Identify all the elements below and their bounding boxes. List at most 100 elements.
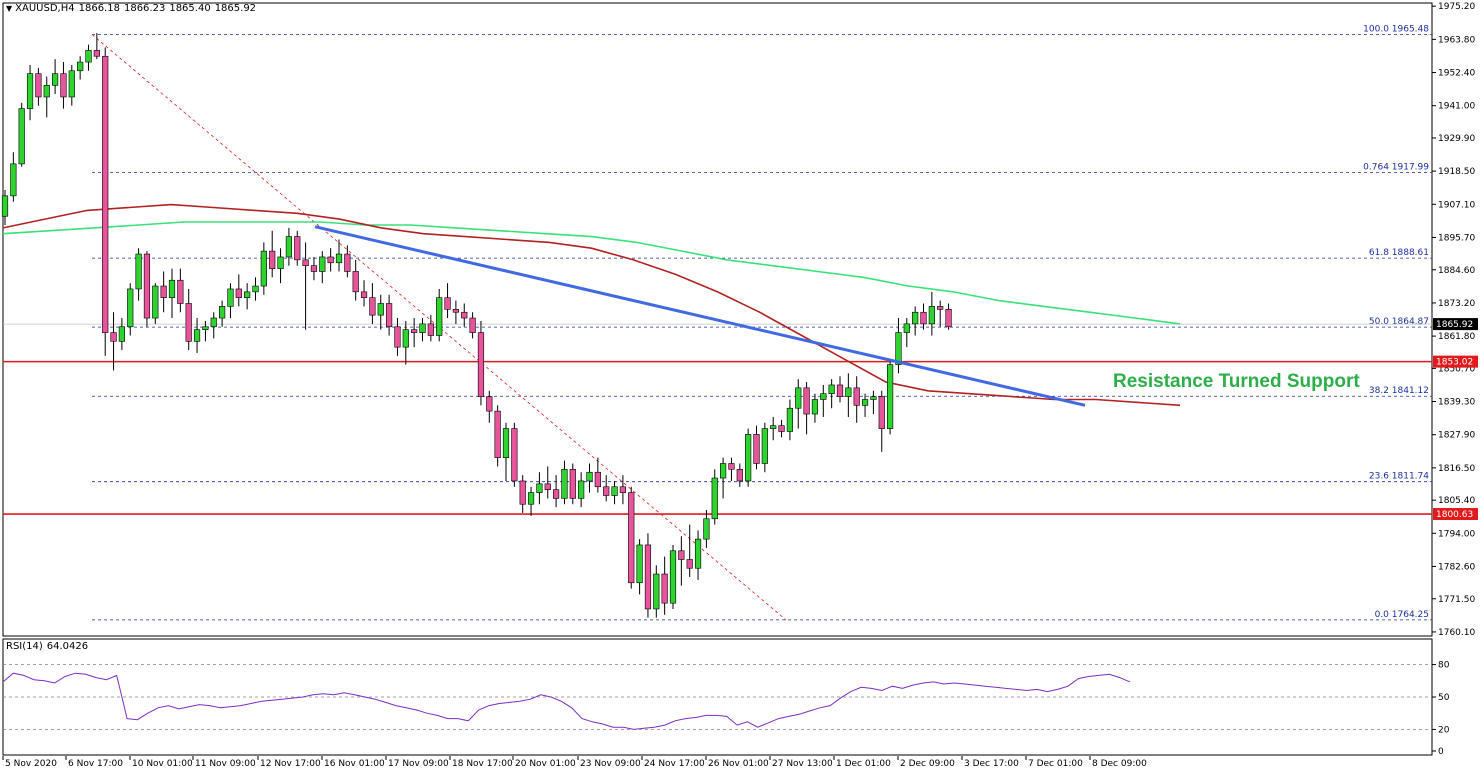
blue-trend-line	[314, 225, 1086, 407]
candle-body	[912, 311, 919, 325]
time-axis-label: 12 Nov 17:00	[260, 759, 321, 769]
time-axis-label: 16 Nov 01:00	[324, 759, 385, 769]
time-axis-label: 2 Dec 09:00	[900, 759, 955, 769]
horizontal-level-tag	[1433, 355, 1478, 368]
candle-body	[544, 483, 551, 490]
candle-body	[536, 483, 543, 493]
time-axis-label: 10 Nov 01:00	[132, 759, 193, 769]
candle-body	[244, 291, 251, 298]
fib-level-label: 38.2 1841.12	[1369, 386, 1429, 396]
collapse-triangle-icon[interactable]: ▼	[6, 4, 13, 13]
candle-body	[235, 288, 242, 298]
candle-body	[177, 279, 184, 304]
candle-body	[202, 326, 209, 330]
time-axis-label: 26 Nov 01:00	[708, 759, 769, 769]
candle-body	[269, 250, 276, 269]
fib-level-label: 23.6 1811.74	[1369, 472, 1429, 482]
candle-body	[845, 387, 852, 397]
candle-body	[394, 326, 401, 348]
fib-level-label: 100.0 1965.48	[1363, 24, 1429, 34]
candle-body	[619, 486, 626, 493]
candle-body	[219, 306, 226, 319]
price-axis-label: 1782.60	[1438, 562, 1475, 572]
candle-body	[928, 306, 935, 325]
time-axis-label: 5 Nov 2020	[5, 759, 57, 769]
candle-body	[694, 538, 702, 569]
price-axis-label: 1873.20	[1438, 299, 1475, 309]
fib-level-label: 50.0 1864.87	[1369, 317, 1429, 327]
price-axis-label: 1941.00	[1438, 102, 1475, 112]
symbol-header: ▼ XAUUSD,H4 1866.18 1866.23 1865.40 1865.92	[6, 3, 260, 14]
candle-body	[1, 195, 9, 217]
candle-body	[736, 469, 743, 482]
candle-body	[385, 303, 393, 328]
price-axis-label: 1907.10	[1438, 200, 1475, 210]
price-axis-label: 1884.60	[1438, 266, 1475, 276]
price-axis-label: 1963.80	[1438, 35, 1475, 45]
candle-body	[853, 387, 860, 406]
candle-body	[118, 326, 125, 342]
candle-body	[770, 425, 777, 429]
candle-body	[519, 480, 526, 505]
ma-slow-line	[2, 221, 1181, 325]
annotation-text: Resistance Turned Support	[1113, 371, 1360, 392]
candle-body	[51, 73, 59, 86]
candle-body	[18, 108, 25, 165]
candle-body	[761, 428, 768, 464]
price-axis-label: 1895.70	[1438, 233, 1475, 243]
candle-body	[561, 469, 568, 499]
candle-body	[277, 256, 284, 269]
candle-body	[586, 471, 593, 482]
candle-body	[26, 73, 34, 109]
price-axis-label: 1861.80	[1438, 332, 1475, 342]
rsi-label: RSI(14)	[6, 641, 43, 652]
candle-body	[402, 329, 409, 348]
candle-body	[603, 486, 610, 496]
candle-body	[895, 332, 902, 365]
candle-body	[335, 253, 343, 264]
candle-body	[185, 303, 192, 342]
candle-body	[786, 407, 793, 432]
candle-body	[344, 253, 351, 272]
candle-body	[377, 303, 384, 316]
price-axis-label: 1805.40	[1438, 496, 1475, 506]
fib-trend-line	[91, 34, 787, 621]
candle-body	[77, 61, 84, 72]
candle-body	[778, 425, 785, 432]
candle-body	[477, 332, 485, 397]
candle-body	[836, 384, 844, 397]
candle-body	[10, 163, 17, 197]
candle-body	[903, 323, 910, 333]
candle-body	[411, 329, 418, 333]
time-axis-label: 27 Nov 13:00	[772, 759, 833, 769]
candle-body	[820, 393, 827, 400]
candle-body	[886, 364, 894, 429]
price-axis-label: 1760.10	[1438, 628, 1475, 638]
time-axis-label: 7 Dec 01:00	[1028, 759, 1083, 769]
candle-body	[110, 332, 117, 342]
candle-body	[861, 399, 869, 406]
candle-body	[143, 253, 151, 319]
candle-body	[569, 469, 576, 499]
candle-body	[127, 288, 134, 328]
ma-fast-line	[2, 203, 1181, 407]
time-axis-label: 1 Dec 01:00	[836, 759, 891, 769]
price-axis-label: 1929.90	[1438, 134, 1475, 144]
rsi-axis-label: 80	[1438, 661, 1450, 671]
candle-body	[85, 50, 92, 63]
candle-body	[653, 573, 660, 610]
rsi-value: 64.0426	[46, 641, 89, 652]
price-axis-label: 1771.50	[1438, 595, 1475, 605]
candle-body	[160, 285, 167, 298]
candle-body	[60, 73, 67, 98]
candle-body	[628, 492, 635, 584]
ohlc-close: 1865.92	[214, 3, 257, 14]
candle-body	[828, 384, 835, 394]
candle-body	[644, 544, 652, 610]
candle-body	[43, 85, 50, 98]
time-axis-label: 23 Nov 09:00	[580, 759, 641, 769]
price-axis-label: 1816.50	[1438, 464, 1475, 474]
time-axis-label: 3 Dec 17:00	[964, 759, 1019, 769]
price-axis-label: 1952.40	[1438, 69, 1475, 79]
